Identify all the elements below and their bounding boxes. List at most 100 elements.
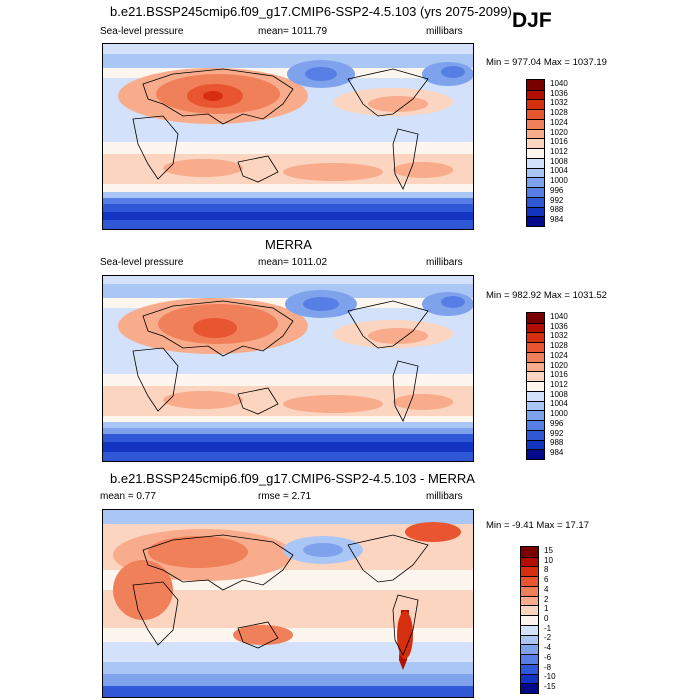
colorbar-swatch: [527, 449, 544, 459]
colorbar-tick-label: -15: [544, 682, 556, 692]
colorbar-tick-label: 1036: [550, 88, 568, 98]
colorbar-tick-label: -6: [544, 652, 552, 662]
colorbar-tick-label: 1008: [550, 156, 568, 166]
colorbar-swatch: [527, 381, 544, 391]
colorbar-swatch: [521, 654, 538, 664]
colorbar-swatch: [527, 390, 544, 401]
colorbar-tick-label: -8: [544, 662, 552, 672]
colorbar-tick-label: 0: [544, 614, 549, 623]
colorbar-swatch: [527, 167, 544, 178]
colorbar-tick-label: 996: [550, 418, 564, 428]
colorbar-swatch: [527, 148, 544, 158]
colorbar-swatch: [521, 634, 538, 645]
colorbar-swatch: [527, 342, 544, 352]
colorbar-swatch: [527, 322, 544, 333]
colorbar-swatch: [527, 420, 544, 430]
panel-3-map: [102, 509, 474, 698]
colorbar-tick-label: 1008: [550, 389, 568, 399]
colorbar-tick-label: 992: [550, 195, 564, 205]
colorbar-tick-label: -4: [544, 643, 552, 653]
colorbar-swatch: [527, 187, 544, 197]
panel-1-colorbar: [526, 79, 545, 227]
colorbar-swatch: [527, 80, 544, 90]
colorbar-swatch: [527, 157, 544, 168]
colorbar-tick-label: 984: [550, 448, 564, 458]
colorbar-swatch: [521, 644, 538, 655]
panel-1-mean: mean= 1011.79: [258, 26, 328, 37]
colorbar-tick-label: 1032: [550, 331, 568, 341]
colorbar-tick-label: 1016: [550, 137, 568, 147]
panel-2-units: millibars: [426, 257, 463, 268]
panel-3-units: millibars: [426, 491, 463, 502]
colorbar-swatch: [527, 429, 544, 440]
colorbar-swatch: [521, 615, 538, 625]
colorbar-tick-label: 1000: [550, 176, 568, 186]
colorbar-swatch: [521, 595, 538, 606]
colorbar-swatch: [521, 547, 538, 557]
panel-3-title: b.e21.BSSP245cmip6.f09_g17.CMIP6-SSP2-4.…: [110, 471, 475, 486]
colorbar-tick-label: 4: [544, 584, 549, 594]
colorbar-swatch: [521, 605, 538, 616]
colorbar-tick-label: 1004: [550, 399, 568, 409]
colorbar-tick-label: 1036: [550, 321, 568, 331]
colorbar-swatch: [527, 128, 544, 139]
colorbar-tick-label: -10: [544, 672, 556, 682]
colorbar-tick-label: 1016: [550, 370, 568, 380]
panel-3-minmax: Min = -9.41 Max = 17.17: [486, 520, 589, 531]
colorbar-swatch: [521, 673, 538, 684]
panel-1-map: [102, 43, 474, 230]
colorbar-tick-label: 1024: [550, 117, 568, 127]
colorbar-tick-label: -2: [544, 633, 552, 643]
colorbar-swatch: [521, 663, 538, 674]
colorbar-tick-label: 10: [544, 555, 553, 565]
colorbar-swatch: [527, 216, 544, 226]
colorbar-swatch: [527, 177, 544, 188]
colorbar-swatch: [527, 313, 544, 323]
colorbar-tick-label: 1024: [550, 350, 568, 360]
colorbar-swatch: [527, 206, 544, 217]
colorbar-swatch: [527, 89, 544, 100]
panel-2-colorbar: [526, 312, 545, 460]
colorbar-tick-label: 1012: [550, 147, 568, 156]
colorbar-swatch: [527, 400, 544, 411]
colorbar-swatch: [521, 566, 538, 577]
colorbar-swatch: [527, 371, 544, 382]
colorbar-tick-label: 1: [544, 604, 549, 614]
colorbar-tick-label: 988: [550, 205, 564, 215]
colorbar-swatch: [521, 624, 538, 635]
colorbar-swatch: [521, 576, 538, 586]
colorbar-swatch: [527, 99, 544, 110]
colorbar-tick-label: 2: [544, 594, 549, 604]
colorbar-tick-label: 1032: [550, 98, 568, 108]
colorbar-swatch: [527, 361, 544, 372]
panel-1-variable: Sea-level pressure: [100, 26, 184, 37]
colorbar-swatch: [527, 118, 544, 129]
panel-1-units: millibars: [426, 26, 463, 37]
colorbar-tick-label: -1: [544, 623, 552, 633]
panel-1-minmax: Min = 977.04 Max = 1037.19: [486, 57, 607, 68]
colorbar-tick-label: 996: [550, 185, 564, 195]
colorbar-tick-label: 15: [544, 545, 553, 555]
colorbar-tick-label: 8: [544, 565, 549, 575]
colorbar-swatch: [527, 138, 544, 149]
colorbar-swatch: [521, 683, 538, 693]
colorbar-tick-label: 1040: [550, 78, 568, 88]
colorbar-swatch: [521, 585, 538, 596]
colorbar-tick-label: 1000: [550, 409, 568, 419]
colorbar-tick-label: 1028: [550, 341, 568, 351]
panel-2-title: MERRA: [265, 237, 312, 252]
colorbar-swatch: [527, 351, 544, 362]
colorbar-tick-label: 984: [550, 215, 564, 225]
colorbar-tick-label: 992: [550, 428, 564, 438]
colorbar-tick-label: 1020: [550, 360, 568, 370]
panel-2-map: [102, 275, 474, 462]
panel-3-rmse: rmse = 2.71: [258, 491, 312, 502]
colorbar-tick-label: 1012: [550, 380, 568, 389]
colorbar-swatch: [527, 410, 544, 421]
panel-3-mean: mean = 0.77: [100, 491, 156, 502]
panel-2-variable: Sea-level pressure: [100, 257, 184, 268]
panel-3-colorbar: [520, 546, 539, 694]
colorbar-tick-label: 988: [550, 438, 564, 448]
colorbar-swatch: [527, 332, 544, 343]
panel-2-mean: mean= 1011.02: [258, 257, 328, 268]
